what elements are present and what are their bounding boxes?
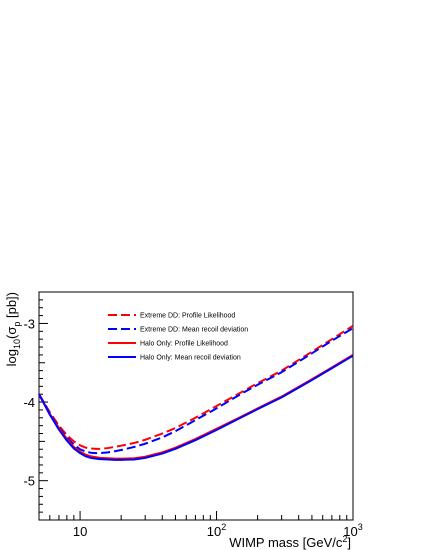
series-line-2 (38, 327, 354, 455)
legend-label-3: Halo Only: Profile Likelihood (140, 341, 228, 348)
axis-ticks (38, 291, 348, 521)
plot-frame (38, 291, 354, 521)
y-tick-label-3: -5 (23, 474, 35, 489)
x-tick-label-1: 10 (73, 524, 87, 539)
series-line-3 (38, 354, 354, 460)
series-line-1 (38, 324, 354, 450)
legend-label-1: Extreme DD: Profile Likelihood (140, 313, 235, 320)
x-tick-label-2: 102 (207, 522, 226, 539)
legend-label-2: Extreme DD: Mean recoil deviation (140, 327, 248, 334)
series-layer (38, 324, 354, 461)
legend: Extreme DD: Profile Likelihood Extreme DD… (108, 313, 248, 362)
y-axis-title: log10(σp [pb]) (4, 292, 22, 366)
axis-labels: 10 102 103 -3 -4 -5 WIMP mass [GeV/c2] log10(σp… (4, 292, 363, 550)
y-tick-label-1: -3 (23, 316, 35, 331)
x-tick-label-3: 103 (343, 522, 362, 539)
legend-label-4: Halo Only: Mean recoil deviation (140, 355, 241, 362)
series-line-4 (38, 354, 354, 461)
x-axis-title: WIMP mass [GeV/c2] (229, 534, 351, 550)
y-tick-label-2: -4 (23, 395, 35, 410)
